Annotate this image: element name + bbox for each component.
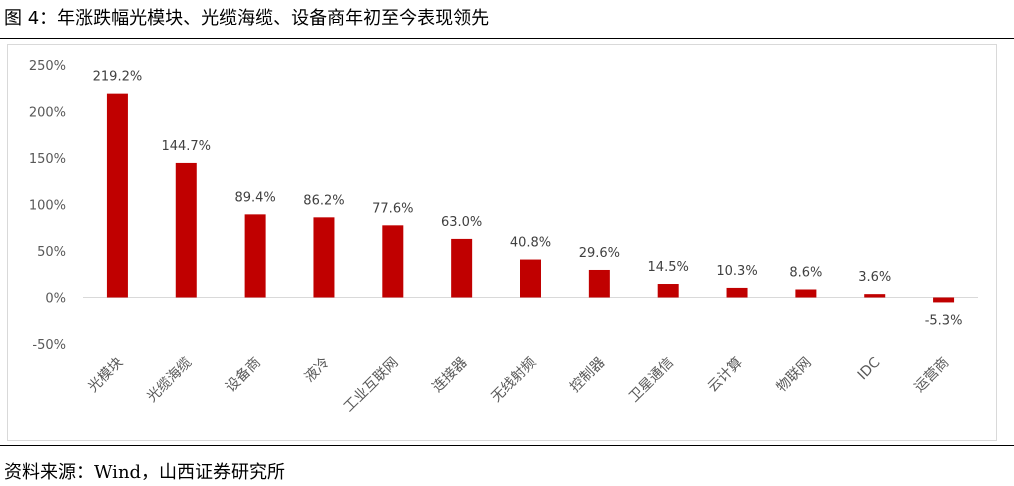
y-tick-label: 50% <box>37 245 66 260</box>
bar <box>933 297 955 303</box>
bottom-rule <box>0 445 1014 446</box>
bar <box>313 217 335 298</box>
category-label: 控制器 <box>567 355 608 396</box>
data-label: 144.7% <box>161 139 211 154</box>
category-label: 物联网 <box>774 355 815 396</box>
bar <box>657 284 679 298</box>
data-label: 77.6% <box>372 201 413 216</box>
source-note: 资料来源：Wind，山西证券研究所 <box>4 462 286 483</box>
bar <box>588 269 610 298</box>
data-label: 10.3% <box>716 264 757 279</box>
category-label: 连接器 <box>429 354 471 396</box>
data-label: 89.4% <box>234 190 275 205</box>
bar <box>106 93 128 298</box>
y-tick-label: -50% <box>32 338 66 353</box>
category-label: 云计算 <box>705 355 746 396</box>
bar <box>520 259 541 298</box>
bar <box>726 287 748 298</box>
data-label: 14.5% <box>648 260 689 275</box>
data-label: 40.8% <box>510 236 551 251</box>
data-label: 8.6% <box>789 266 822 281</box>
category-label: 设备商 <box>222 354 264 396</box>
bar <box>451 238 473 298</box>
category-label: 光模块 <box>85 355 126 396</box>
bar <box>175 162 197 298</box>
data-label: 86.2% <box>303 193 344 208</box>
data-label: 29.6% <box>579 246 620 261</box>
figure-title: 图 4：年涨跌幅光模块、光缆海缆、设备商年初至今表现领先 <box>4 8 490 29</box>
y-tick-label: 200% <box>29 106 66 121</box>
data-label: -5.3% <box>925 313 963 328</box>
bar-chart: 250% 200% 150% 100% 50% 0% -50% 219.2% 光模块 144.7%… <box>29 59 978 416</box>
category-label: 卫星通信 <box>626 355 677 406</box>
data-label: 219.2% <box>93 70 143 85</box>
chart-area: 250% 200% 150% 100% 50% 0% -50% 219.2% 光模块 144.7%… <box>7 44 997 441</box>
data-label: 3.6% <box>858 270 891 285</box>
bar <box>864 294 886 298</box>
bar <box>795 289 817 298</box>
y-tick-label: 250% <box>29 59 66 74</box>
category-label: IDC <box>855 354 884 383</box>
category-label: 光缆海缆 <box>144 355 195 406</box>
y-tick-label: 0% <box>45 292 66 307</box>
y-tick-label: 150% <box>29 152 66 167</box>
category-label: 运营商 <box>911 355 952 396</box>
category-label: 无线射频 <box>488 355 539 406</box>
bar <box>382 225 404 298</box>
data-label: 63.0% <box>441 215 482 230</box>
category-label: 液冷 <box>302 355 333 386</box>
bar <box>244 214 266 298</box>
category-label: 工业互联网 <box>341 355 402 416</box>
y-tick-label: 100% <box>29 199 66 214</box>
top-rule <box>0 38 1014 39</box>
